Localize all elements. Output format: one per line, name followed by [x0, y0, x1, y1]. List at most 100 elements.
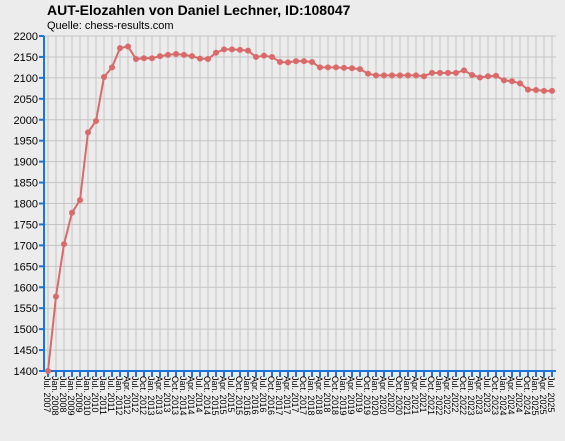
x-tick-label: Oct. 2014 [202, 376, 212, 415]
y-tick-label: 1900 [14, 157, 38, 169]
y-tick-label: 1750 [14, 219, 38, 231]
data-point [541, 87, 547, 94]
x-tick-label: Jan. 2024 [498, 376, 508, 416]
data-point [205, 56, 211, 63]
x-tick-label: Oct. 2012 [138, 376, 148, 415]
data-point [117, 45, 123, 52]
x-tick-label: Apr. 2017 [282, 376, 292, 415]
x-tick-label: Jul. 2018 [322, 376, 332, 413]
x-tick-label: Apr. 2025 [538, 376, 548, 415]
x-tick-label: Jan. 2020 [370, 376, 380, 416]
x-tick-label: Apr. 2022 [442, 376, 452, 415]
x-tick-label: Jan. 2015 [210, 376, 220, 416]
data-point [461, 67, 467, 74]
x-tick-label: Jan. 2017 [274, 376, 284, 416]
data-point [533, 87, 539, 94]
y-tick-label: 2150 [14, 52, 38, 64]
data-point [149, 55, 155, 62]
x-tick-label: Oct. 2015 [234, 376, 244, 415]
x-tick-label: Jan. 2019 [338, 376, 348, 416]
chart-title: AUT-Elozahlen von Daniel Lechner, ID:108… [47, 2, 351, 18]
data-point [493, 72, 499, 79]
data-point [53, 293, 59, 300]
x-tick-label: Jul. 2013 [162, 376, 172, 413]
data-point [421, 73, 427, 80]
y-tick-label: 1800 [14, 199, 38, 211]
data-point [229, 46, 235, 53]
data-point [389, 72, 395, 79]
x-tick-label: Oct. 2017 [298, 376, 308, 415]
data-point [509, 78, 515, 85]
data-point [93, 118, 99, 125]
data-point [333, 64, 339, 71]
data-point [173, 51, 179, 58]
data-point [77, 197, 83, 204]
y-tick-label: 2200 [14, 31, 38, 43]
data-point [477, 74, 483, 81]
x-tick-label: Apr. 2021 [410, 376, 420, 415]
data-point [485, 73, 491, 80]
x-tick-label: Jan. 2025 [530, 376, 540, 416]
data-point [549, 87, 555, 94]
data-point [269, 53, 275, 60]
x-tick-label: Jan. 2013 [146, 376, 156, 416]
x-tick-label: Jan. 2016 [242, 376, 252, 416]
data-point [413, 72, 419, 79]
data-point [381, 72, 387, 79]
x-tick-label: Apr. 2015 [218, 376, 228, 415]
data-point [293, 58, 299, 65]
data-point [429, 69, 435, 76]
y-tick-label: 2100 [14, 73, 38, 85]
x-tick-label: Jul. 2024 [514, 376, 524, 413]
data-point [285, 59, 291, 66]
data-point [61, 241, 67, 248]
x-tick-label: Jan. 2022 [434, 376, 444, 416]
data-point [405, 72, 411, 79]
x-tick-label: Jan. 2009 [66, 376, 76, 416]
x-tick-label: Jul. 2022 [450, 376, 460, 413]
data-point [125, 43, 131, 50]
data-point [309, 58, 315, 65]
y-tick-label: 1450 [14, 345, 38, 357]
chart-subtitle: Quelle: chess-results.com [47, 20, 174, 32]
x-tick-label: Jul. 2009 [74, 376, 84, 413]
x-tick-label: Oct. 2023 [490, 376, 500, 415]
x-tick-label: Jan. 2010 [82, 376, 92, 416]
data-point [445, 69, 451, 76]
x-tick-label: Jan. 2021 [402, 376, 412, 416]
data-point [349, 65, 355, 72]
x-tick-label: Apr. 2020 [378, 376, 388, 415]
y-tick-label: 2000 [14, 115, 38, 127]
y-tick-label: 1550 [14, 303, 38, 315]
data-point [197, 55, 203, 62]
x-tick-label: Jan. 2014 [178, 376, 188, 416]
x-tick-label: Jan. 2012 [114, 376, 124, 416]
series-line [47, 45, 552, 372]
data-point [101, 74, 107, 81]
data-point [525, 86, 531, 93]
y-tick-label: 1850 [14, 178, 38, 190]
data-point [373, 72, 379, 79]
data-point [501, 77, 507, 84]
x-tick-label: Oct. 2024 [522, 376, 532, 415]
data-point [181, 51, 187, 58]
data-point [437, 69, 443, 76]
x-tick-label: Apr. 2023 [474, 376, 484, 415]
data-point [221, 46, 227, 53]
x-tick-label: Oct. 2020 [394, 376, 404, 415]
data-point [157, 53, 163, 60]
x-tick-label: Jul. 2014 [194, 376, 204, 413]
x-tick-label: Jul. 2019 [354, 376, 364, 413]
data-point [189, 53, 195, 60]
x-tick-label: Jul. 2012 [130, 376, 140, 413]
data-point [253, 53, 259, 60]
data-point [325, 64, 331, 71]
x-tick-label: Jul. 2007 [42, 376, 52, 413]
data-point [69, 209, 75, 216]
y-tick-label: 1400 [14, 366, 38, 378]
x-tick-label: Apr. 2018 [314, 376, 324, 415]
x-tick-label: Oct. 2019 [362, 376, 372, 415]
data-point [357, 66, 363, 73]
data-point [317, 64, 323, 71]
x-tick-label: Jul. 2025 [546, 376, 556, 413]
